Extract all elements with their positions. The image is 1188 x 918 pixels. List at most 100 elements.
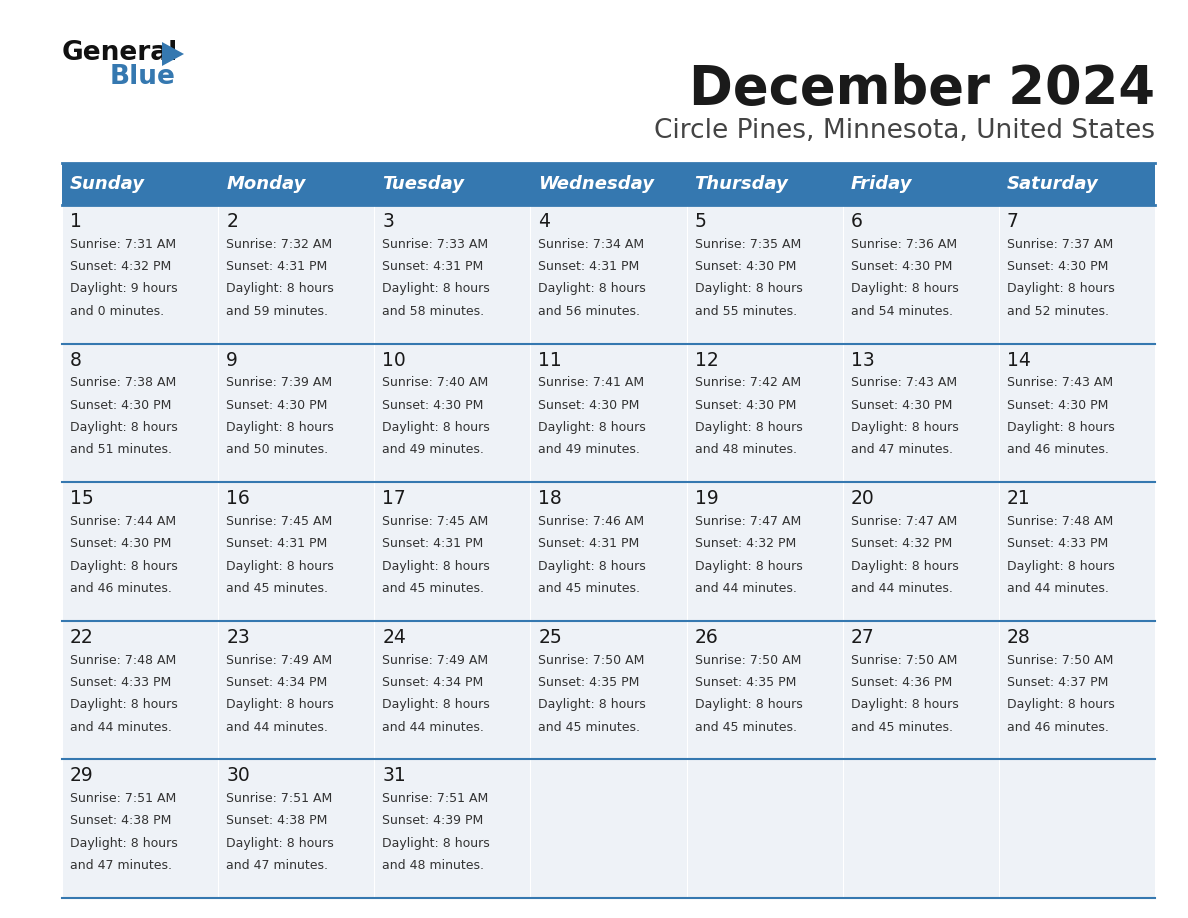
Text: Sunrise: 7:49 AM: Sunrise: 7:49 AM [383, 654, 488, 666]
Text: Daylight: 8 hours: Daylight: 8 hours [1007, 421, 1114, 434]
Text: Circle Pines, Minnesota, United States: Circle Pines, Minnesota, United States [655, 118, 1155, 144]
Text: Blue: Blue [110, 64, 176, 90]
Text: and 46 minutes.: and 46 minutes. [70, 582, 172, 595]
Text: Daylight: 8 hours: Daylight: 8 hours [383, 421, 489, 434]
Text: and 45 minutes.: and 45 minutes. [851, 721, 953, 733]
Text: and 47 minutes.: and 47 minutes. [226, 859, 328, 872]
Text: 12: 12 [695, 351, 719, 370]
Bar [687, 163, 842, 205]
Text: Daylight: 8 hours: Daylight: 8 hours [1007, 283, 1114, 296]
Text: Daylight: 8 hours: Daylight: 8 hours [538, 560, 646, 573]
Text: and 44 minutes.: and 44 minutes. [1007, 582, 1108, 595]
Text: Tuesday: Tuesday [383, 175, 465, 193]
Text: Daylight: 8 hours: Daylight: 8 hours [851, 560, 959, 573]
Text: Sunset: 4:37 PM: Sunset: 4:37 PM [1007, 676, 1108, 688]
Bar [999, 163, 1155, 205]
Text: Daylight: 8 hours: Daylight: 8 hours [695, 421, 802, 434]
Text: and 48 minutes.: and 48 minutes. [383, 859, 485, 872]
Text: Sunset: 4:30 PM: Sunset: 4:30 PM [70, 537, 171, 550]
Bar [842, 621, 999, 759]
Text: Sunrise: 7:41 AM: Sunrise: 7:41 AM [538, 376, 645, 389]
Bar [219, 343, 374, 482]
Text: and 54 minutes.: and 54 minutes. [851, 305, 953, 318]
Text: Sunset: 4:34 PM: Sunset: 4:34 PM [226, 676, 328, 688]
Text: 10: 10 [383, 351, 406, 370]
Text: and 51 minutes.: and 51 minutes. [70, 443, 172, 456]
Text: 29: 29 [70, 767, 94, 786]
Text: and 45 minutes.: and 45 minutes. [695, 721, 797, 733]
Text: Daylight: 9 hours: Daylight: 9 hours [70, 283, 178, 296]
Text: Friday: Friday [851, 175, 912, 193]
Text: Daylight: 8 hours: Daylight: 8 hours [538, 421, 646, 434]
Text: Sunset: 4:30 PM: Sunset: 4:30 PM [1007, 398, 1108, 411]
Text: Sunrise: 7:39 AM: Sunrise: 7:39 AM [226, 376, 333, 389]
Text: Sunset: 4:30 PM: Sunset: 4:30 PM [851, 398, 952, 411]
Text: Sunrise: 7:51 AM: Sunrise: 7:51 AM [383, 792, 488, 805]
Text: and 45 minutes.: and 45 minutes. [538, 721, 640, 733]
Text: Sunset: 4:30 PM: Sunset: 4:30 PM [70, 398, 171, 411]
Text: Sunset: 4:38 PM: Sunset: 4:38 PM [226, 814, 328, 827]
Text: Monday: Monday [226, 175, 305, 193]
Text: Sunset: 4:30 PM: Sunset: 4:30 PM [1007, 260, 1108, 273]
Text: 21: 21 [1007, 489, 1031, 509]
Text: and 44 minutes.: and 44 minutes. [70, 721, 172, 733]
Text: Sunset: 4:31 PM: Sunset: 4:31 PM [226, 537, 328, 550]
Text: Sunset: 4:32 PM: Sunset: 4:32 PM [70, 260, 171, 273]
Bar [62, 759, 219, 898]
Text: 14: 14 [1007, 351, 1031, 370]
Text: Sunset: 4:35 PM: Sunset: 4:35 PM [538, 676, 640, 688]
Text: Sunset: 4:32 PM: Sunset: 4:32 PM [695, 537, 796, 550]
Bar [374, 343, 530, 482]
Text: Daylight: 8 hours: Daylight: 8 hours [226, 699, 334, 711]
Text: and 0 minutes.: and 0 minutes. [70, 305, 164, 318]
Text: General: General [62, 40, 178, 66]
Text: Sunrise: 7:50 AM: Sunrise: 7:50 AM [538, 654, 645, 666]
Text: 31: 31 [383, 767, 406, 786]
Text: Sunrise: 7:48 AM: Sunrise: 7:48 AM [1007, 515, 1113, 528]
Text: 13: 13 [851, 351, 874, 370]
Text: 17: 17 [383, 489, 406, 509]
Text: Sunset: 4:31 PM: Sunset: 4:31 PM [383, 537, 484, 550]
Text: Daylight: 8 hours: Daylight: 8 hours [383, 837, 489, 850]
Bar [687, 205, 842, 343]
Text: Sunrise: 7:50 AM: Sunrise: 7:50 AM [851, 654, 958, 666]
Text: Daylight: 8 hours: Daylight: 8 hours [226, 837, 334, 850]
Text: Daylight: 8 hours: Daylight: 8 hours [70, 699, 178, 711]
Text: Daylight: 8 hours: Daylight: 8 hours [383, 283, 489, 296]
Bar [999, 482, 1155, 621]
Bar [374, 163, 530, 205]
Text: Sunrise: 7:51 AM: Sunrise: 7:51 AM [226, 792, 333, 805]
Text: Sunset: 4:35 PM: Sunset: 4:35 PM [695, 676, 796, 688]
Text: 19: 19 [695, 489, 719, 509]
Bar [219, 205, 374, 343]
Text: Daylight: 8 hours: Daylight: 8 hours [538, 283, 646, 296]
Text: Thursday: Thursday [695, 175, 789, 193]
Text: Sunset: 4:30 PM: Sunset: 4:30 PM [695, 398, 796, 411]
Text: Daylight: 8 hours: Daylight: 8 hours [70, 421, 178, 434]
Text: Sunset: 4:33 PM: Sunset: 4:33 PM [1007, 537, 1108, 550]
Text: and 52 minutes.: and 52 minutes. [1007, 305, 1108, 318]
Text: Daylight: 8 hours: Daylight: 8 hours [851, 421, 959, 434]
Text: 23: 23 [226, 628, 249, 647]
Text: 15: 15 [70, 489, 94, 509]
Bar [530, 343, 687, 482]
Bar [530, 759, 687, 898]
Text: Daylight: 8 hours: Daylight: 8 hours [383, 560, 489, 573]
Text: 6: 6 [851, 212, 862, 231]
Text: 24: 24 [383, 628, 406, 647]
Text: Sunset: 4:32 PM: Sunset: 4:32 PM [851, 537, 952, 550]
Text: Daylight: 8 hours: Daylight: 8 hours [851, 283, 959, 296]
Text: 2: 2 [226, 212, 238, 231]
Text: and 59 minutes.: and 59 minutes. [226, 305, 328, 318]
Text: Daylight: 8 hours: Daylight: 8 hours [538, 699, 646, 711]
Text: 18: 18 [538, 489, 562, 509]
Text: Saturday: Saturday [1007, 175, 1099, 193]
Text: Sunset: 4:38 PM: Sunset: 4:38 PM [70, 814, 171, 827]
Bar [999, 621, 1155, 759]
Bar [374, 759, 530, 898]
Text: and 44 minutes.: and 44 minutes. [695, 582, 796, 595]
Text: Sunrise: 7:45 AM: Sunrise: 7:45 AM [383, 515, 488, 528]
Text: Sunset: 4:33 PM: Sunset: 4:33 PM [70, 676, 171, 688]
Text: Daylight: 8 hours: Daylight: 8 hours [695, 283, 802, 296]
Text: Sunset: 4:34 PM: Sunset: 4:34 PM [383, 676, 484, 688]
